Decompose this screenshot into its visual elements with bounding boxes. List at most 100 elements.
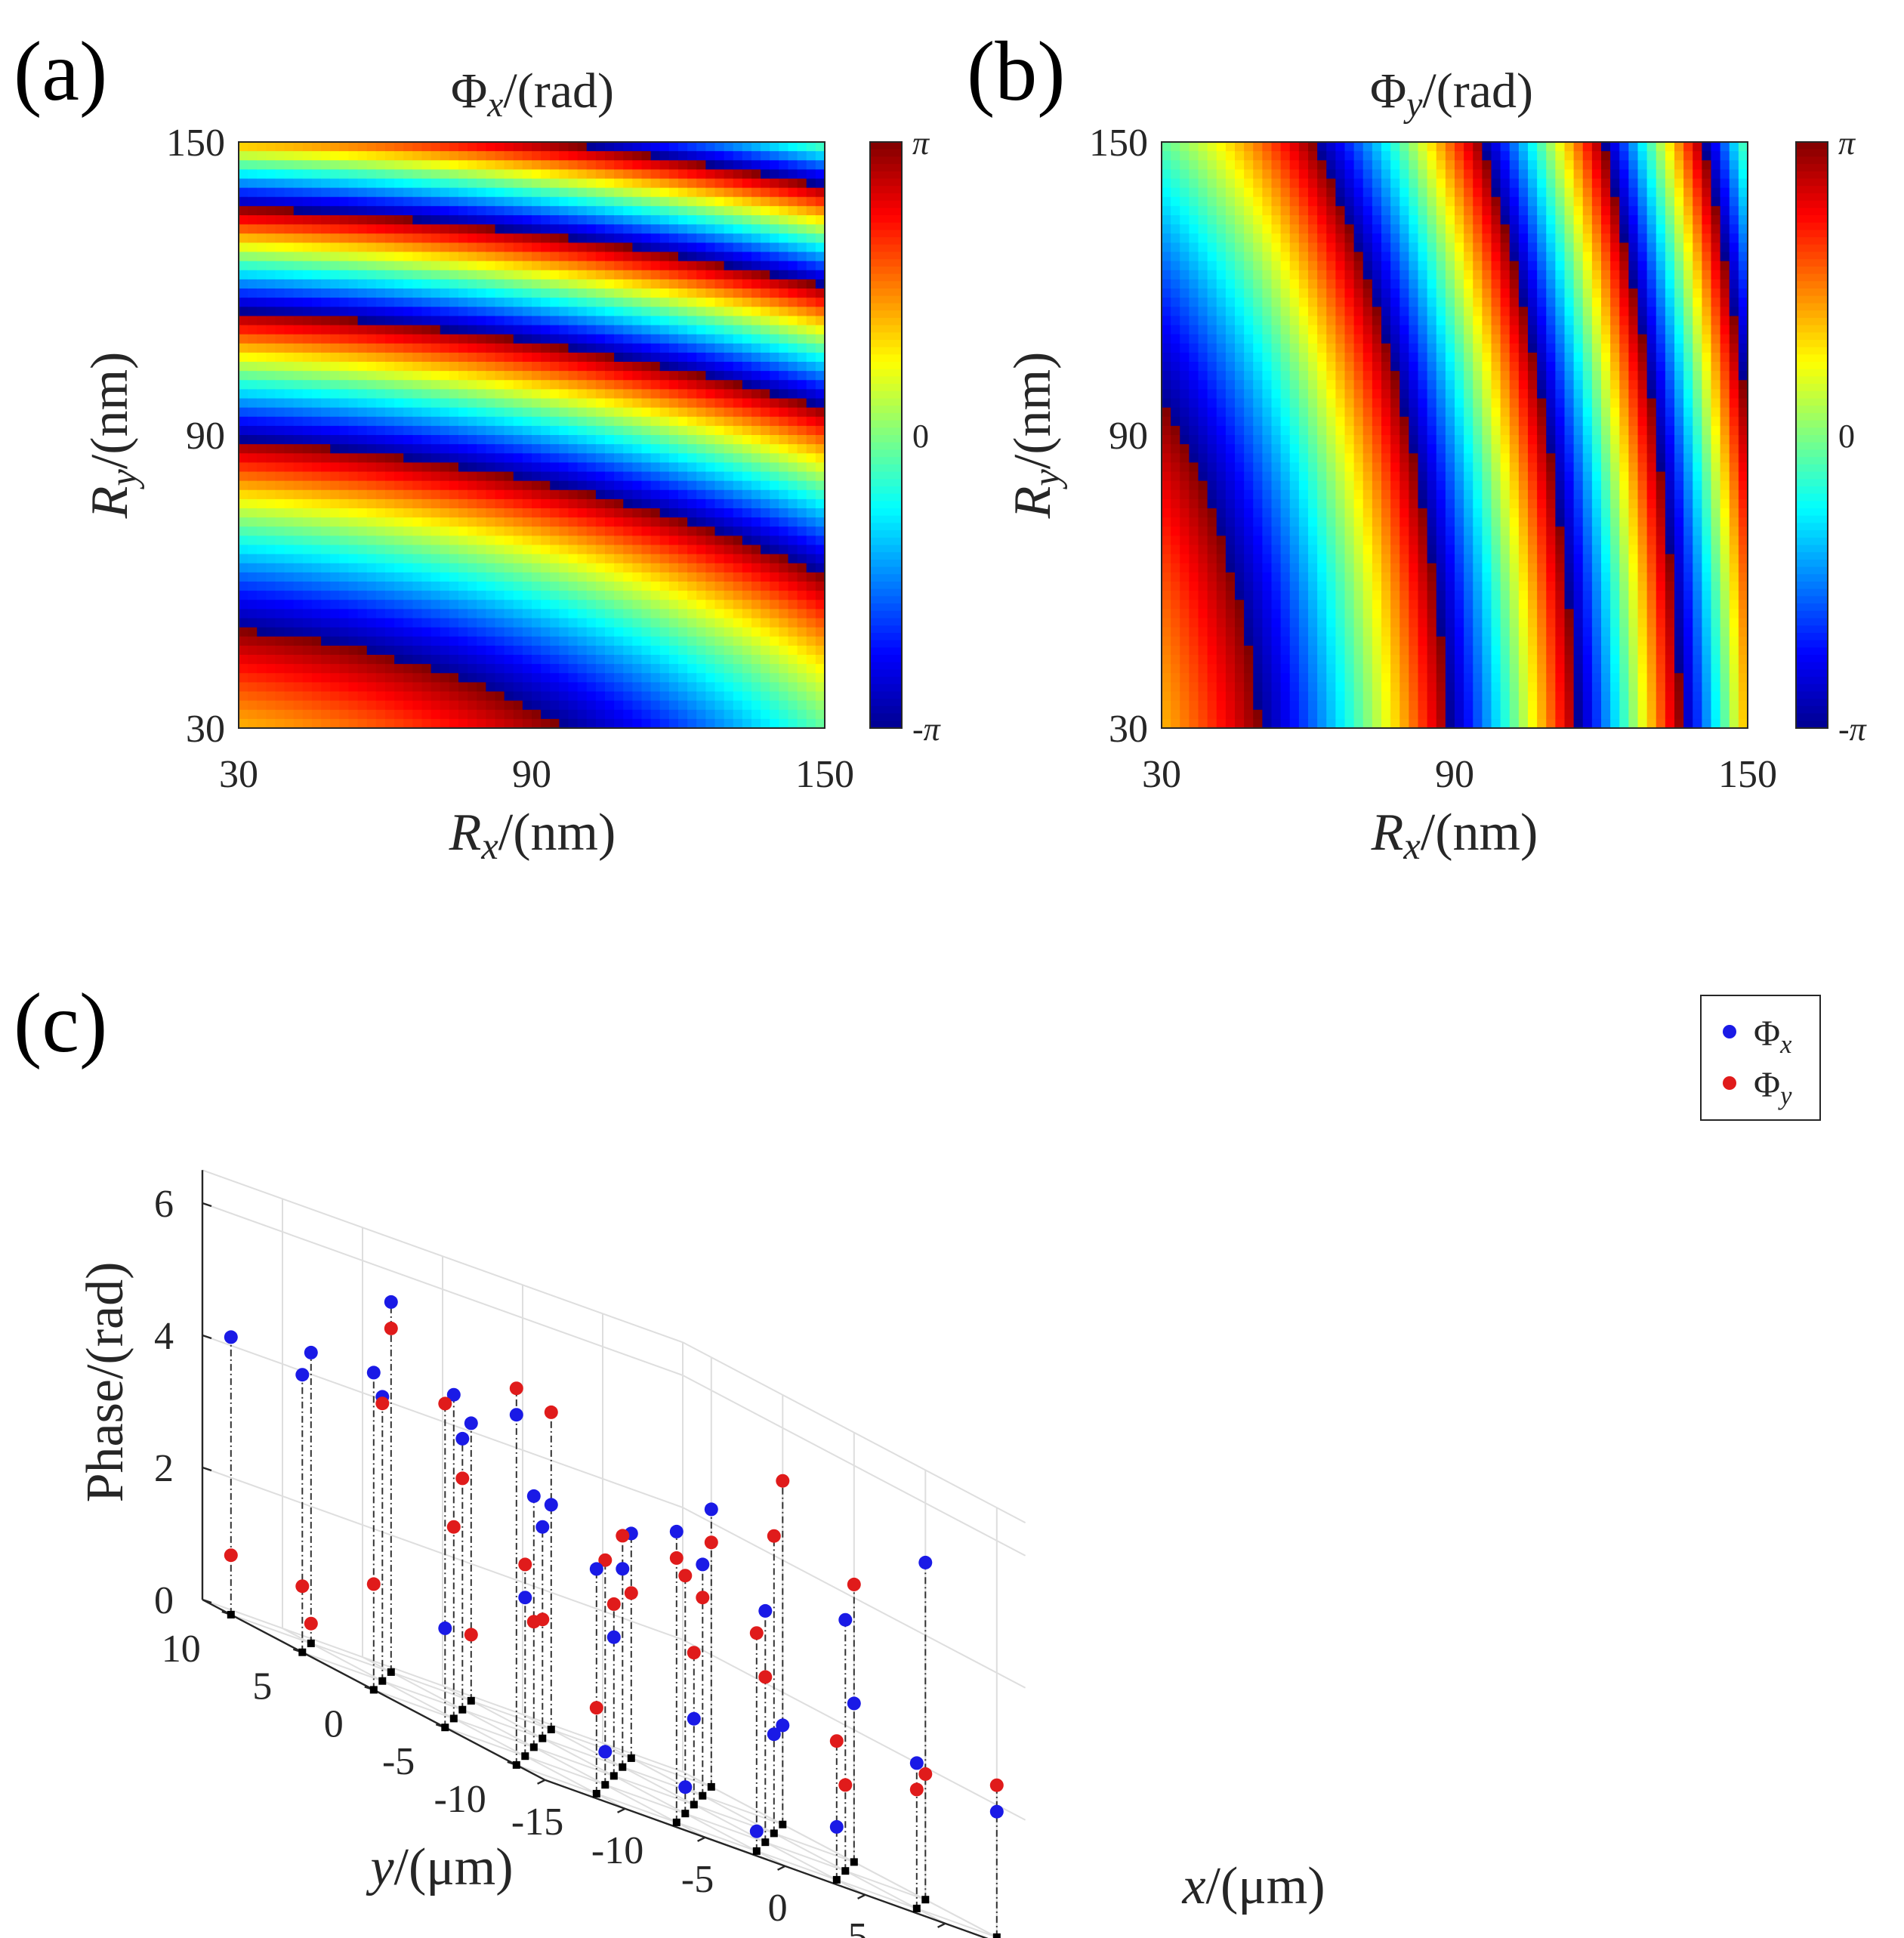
heatmap-cell xyxy=(559,242,569,253)
heatmap-cell xyxy=(815,517,825,527)
heatmap-cell xyxy=(532,362,542,372)
heatmap-cell xyxy=(403,252,413,262)
heatmap-cell xyxy=(1225,700,1236,711)
heatmap-cell xyxy=(623,270,633,280)
colorbar-segment xyxy=(870,178,902,187)
heatmap-cell xyxy=(668,298,679,307)
heatmap-cell xyxy=(275,224,285,234)
heatmap-cell xyxy=(1180,178,1190,189)
heatmap-cell xyxy=(678,655,688,665)
heatmap-cell xyxy=(733,215,743,225)
heatmap-cell xyxy=(330,627,340,637)
heatmap-cell xyxy=(458,398,468,409)
heatmap-cell xyxy=(577,609,588,619)
heatmap-cell xyxy=(788,700,798,711)
heatmap-cell xyxy=(733,316,743,326)
heatmap-cell xyxy=(641,205,652,216)
heatmap-cell xyxy=(1189,343,1199,353)
heatmap-cell xyxy=(458,435,468,445)
heatmap-cell xyxy=(375,709,386,720)
colorbar-segment xyxy=(870,142,902,150)
heatmap-cell xyxy=(788,142,798,152)
heatmap-cell xyxy=(550,334,560,344)
heatmap-cell xyxy=(449,498,459,509)
heatmap-cell xyxy=(1253,224,1263,234)
heatmap-cell xyxy=(1171,242,1180,253)
heatmap-cell xyxy=(733,636,743,647)
heatmap-cell xyxy=(403,380,413,390)
heatmap-cell xyxy=(412,489,423,500)
heatmap-cell xyxy=(330,425,340,436)
heatmap-cell xyxy=(477,535,486,546)
heatmap-cell xyxy=(770,398,779,409)
heatmap-cell xyxy=(532,563,542,573)
heatmap-cell xyxy=(678,242,688,253)
heatmap-cell xyxy=(239,316,248,326)
heatmap-cell xyxy=(257,398,267,409)
heatmap-cell xyxy=(421,362,432,372)
heatmap-cell xyxy=(348,380,359,390)
heatmap-cell xyxy=(696,279,706,289)
heatmap-cell xyxy=(724,655,734,665)
heatmap-cell xyxy=(714,169,725,180)
heatmap-cell xyxy=(705,215,716,225)
heatmap-cell xyxy=(357,307,368,316)
heatmap-cell xyxy=(440,169,450,180)
heatmap-cell xyxy=(568,224,579,234)
heatmap-cell xyxy=(421,609,432,619)
heatmap-cell xyxy=(394,151,404,161)
heatmap-cell xyxy=(714,261,725,271)
heatmap-cell xyxy=(403,480,413,491)
heatmap-cell xyxy=(1235,471,1245,482)
heatmap-cell xyxy=(284,498,295,509)
heatmap-cell xyxy=(1171,371,1180,381)
heatmap-cell xyxy=(412,636,423,647)
heatmap-cell xyxy=(659,498,670,509)
heatmap-cell xyxy=(248,535,258,546)
heatmap-cell xyxy=(650,453,661,463)
heatmap-cell xyxy=(275,545,285,555)
heatmap-cell xyxy=(513,682,523,693)
heatmap-cell xyxy=(559,591,569,600)
heatmap-cell xyxy=(477,425,486,436)
heatmap-cell xyxy=(550,600,560,609)
heatmap-cell xyxy=(248,261,258,271)
heatmap-cell xyxy=(504,554,514,564)
heatmap-cell xyxy=(550,187,560,198)
heatmap-cell xyxy=(1244,142,1254,152)
heatmap-cell xyxy=(1180,489,1190,500)
heatmap-cell xyxy=(632,582,643,591)
heatmap-cell xyxy=(348,160,359,170)
heatmap-cell xyxy=(623,343,633,353)
heatmap-cell xyxy=(385,636,395,647)
heatmap-cell xyxy=(412,380,423,390)
heatmap-cell xyxy=(1262,572,1273,582)
heatmap-cell xyxy=(440,618,450,628)
heatmap-cell xyxy=(815,645,825,656)
heatmap-cell xyxy=(788,196,798,207)
heatmap-cell xyxy=(357,233,368,243)
heatmap-cell xyxy=(275,526,285,536)
heatmap-cell xyxy=(366,664,377,674)
heatmap-cell xyxy=(412,572,423,582)
heatmap-cell xyxy=(284,270,295,280)
heatmap-cell xyxy=(366,169,377,180)
heatmap-cell xyxy=(595,380,606,390)
heatmap-cell xyxy=(375,279,386,289)
heatmap-cell xyxy=(650,691,661,702)
heatmap-cell xyxy=(1207,425,1217,436)
heatmap-cell xyxy=(577,362,588,372)
heatmap-cell xyxy=(1180,718,1190,729)
heatmap-cell xyxy=(239,151,248,161)
heatmap-cell xyxy=(302,471,313,482)
heatmap-cell xyxy=(266,352,276,363)
heatmap-cell xyxy=(522,545,532,555)
heatmap-cell xyxy=(468,380,477,390)
heatmap-cell xyxy=(678,151,688,161)
heatmap-cell xyxy=(1225,609,1236,619)
heatmap-cell xyxy=(659,142,670,152)
heatmap-cell xyxy=(532,517,542,527)
heatmap-cell xyxy=(815,627,825,637)
heatmap-cell xyxy=(266,627,276,637)
heatmap-cell xyxy=(266,187,276,198)
